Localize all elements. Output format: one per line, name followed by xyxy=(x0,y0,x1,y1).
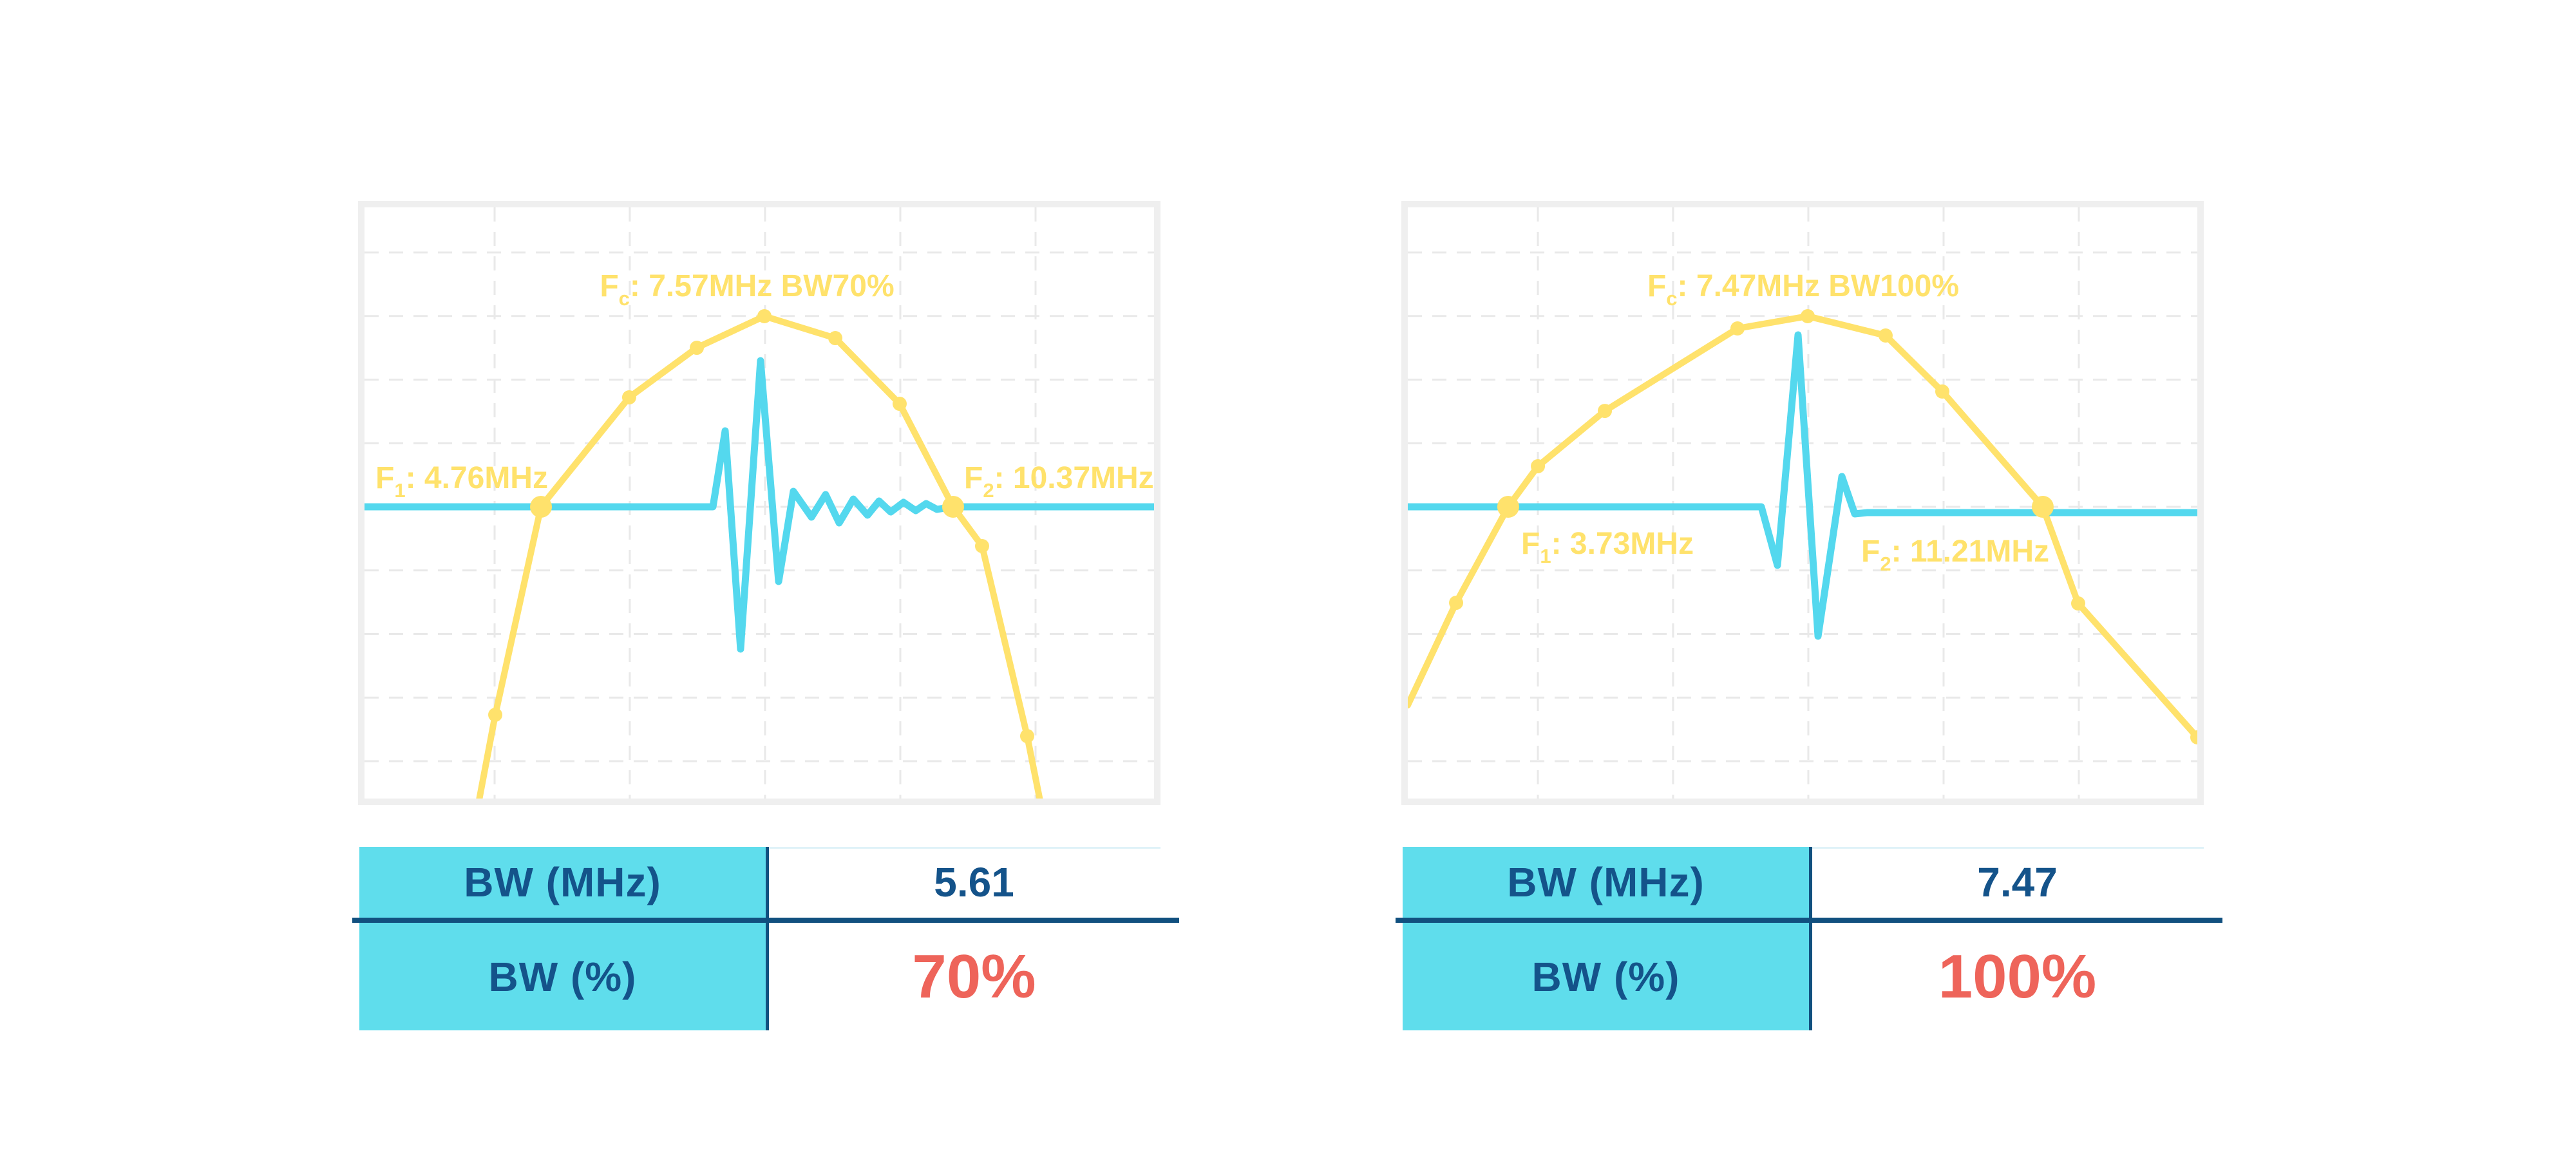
spectrum-curve xyxy=(476,313,1043,799)
spectrum-marker xyxy=(621,390,636,405)
bw-table-70-row-divider xyxy=(352,918,1179,923)
spectrum-marker xyxy=(2070,596,2085,611)
bw-mhz-value: 5.61 xyxy=(934,859,1014,905)
bw-table-70-top-rule xyxy=(766,847,1160,849)
spectrum-marker xyxy=(488,708,503,723)
spectrum-marker xyxy=(892,397,907,411)
spectrum-marker xyxy=(690,341,705,355)
bw-table-100-row-divider xyxy=(1396,918,2222,923)
spectrum-marker xyxy=(1800,309,1815,324)
spectrum-marker xyxy=(1019,729,1034,744)
bw-pct-label: BW (%) xyxy=(1531,953,1680,1000)
bandwidth-chart-70: Fc: 7.57MHz BW70% F1: 4.76MHz F2: 10.37MHz xyxy=(358,201,1160,805)
f1-annotation: F1: 3.73MHz xyxy=(1521,527,1694,567)
bw-mhz-label: BW (MHz) xyxy=(464,859,661,905)
spectrum-curve xyxy=(1408,313,2197,741)
bw-pct-label: BW (%) xyxy=(488,953,637,1000)
cutoff-marker xyxy=(942,495,964,518)
bw-mhz-label: BW (MHz) xyxy=(1507,859,1705,905)
spectrum-marker xyxy=(2190,730,2197,744)
f2-annotation: F2: 11.21MHz xyxy=(1861,534,2049,575)
spectrum-marker xyxy=(828,331,843,346)
spectrum-marker xyxy=(1935,384,1950,399)
chart-canvas-100: Fc: 7.47MHz BW100% F1: 3.73MHz F2: 11.21MH… xyxy=(1408,207,2197,799)
cutoff-marker xyxy=(1497,495,1519,518)
bw-table-100-column-separator xyxy=(1809,847,1812,1030)
bw-pct-value: 70% xyxy=(912,941,1036,1011)
bw-mhz-value: 7.47 xyxy=(1977,859,2058,905)
spectrum-marker xyxy=(1531,459,1546,473)
pulse-waveform xyxy=(1408,331,2197,640)
chart-canvas-70: Fc: 7.57MHz BW70% F1: 4.76MHz F2: 10.37MHz xyxy=(365,207,1154,799)
f1-annotation: F1: 4.76MHz xyxy=(375,461,548,502)
fc-annotation: Fc: 7.47MHz BW100% xyxy=(1647,269,1959,310)
spectrum-marker xyxy=(1878,328,1893,343)
spectrum-marker xyxy=(1598,404,1613,419)
bw-table-100-label-column xyxy=(1403,847,1809,1030)
f2-annotation: F2: 10.37MHz xyxy=(964,461,1154,502)
spectrum-marker xyxy=(1449,596,1464,610)
bw-table-100: BW (MHz) 7.47 BW (%) 100% xyxy=(1396,847,2222,1030)
spectrum-marker xyxy=(757,309,772,324)
bw-table-70: BW (MHz) 5.61 BW (%) 70% xyxy=(352,847,1179,1030)
bw-table-100-top-rule xyxy=(1809,847,2204,849)
cutoff-marker xyxy=(2031,495,2054,518)
bw-pct-value: 100% xyxy=(1938,941,2097,1011)
spectrum-marker xyxy=(974,539,989,554)
pulse-waveform xyxy=(365,357,1154,653)
fc-annotation: Fc: 7.57MHz BW70% xyxy=(600,269,894,310)
spectrum-marker xyxy=(1730,321,1745,336)
cutoff-marker xyxy=(530,495,553,518)
bw-table-70-column-separator xyxy=(766,847,769,1030)
bw-table-70-label-column xyxy=(359,847,766,1030)
bandwidth-chart-100: Fc: 7.47MHz BW100% F1: 3.73MHz F2: 11.21MH… xyxy=(1401,201,2204,805)
